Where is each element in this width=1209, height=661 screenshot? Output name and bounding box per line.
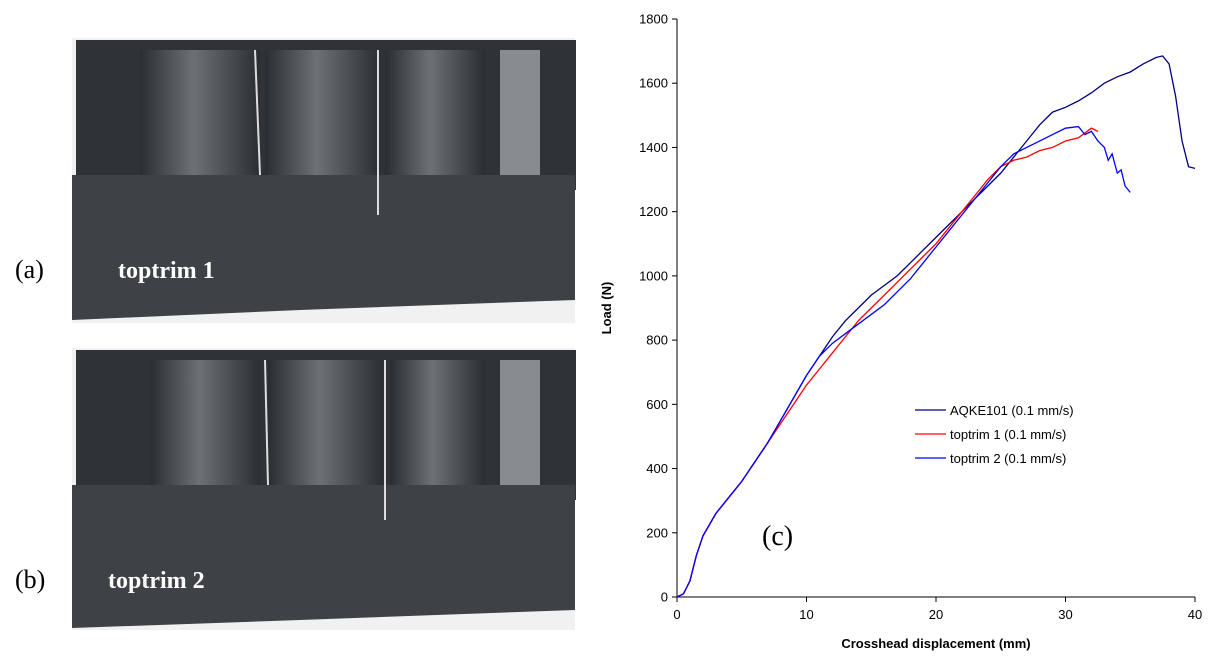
panel-label: (a) [15, 255, 44, 284]
y-tick-label: 0 [661, 590, 668, 605]
photo-a [72, 38, 576, 323]
y-axis-title: Load (N) [599, 282, 614, 335]
x-tick-label: 30 [1058, 607, 1072, 622]
y-tick-label: 1200 [639, 204, 668, 219]
panel-label: (b) [15, 565, 45, 594]
x-tick-label: 10 [799, 607, 813, 622]
legend-label: AQKE101 (0.1 mm/s) [950, 403, 1074, 418]
photo-b [72, 348, 576, 630]
panel-caption: toptrim 2 [108, 568, 205, 594]
x-tick-label: 0 [673, 607, 680, 622]
x-axis-title: Crosshead displacement (mm) [841, 636, 1030, 651]
data-line [676, 125, 1131, 598]
x-tick-label: 40 [1188, 607, 1202, 622]
legend-label: toptrim 1 (0.1 mm/s) [950, 427, 1066, 442]
y-tick-label: 1000 [639, 268, 668, 283]
y-tick-label: 600 [646, 397, 668, 412]
y-tick-label: 800 [646, 333, 668, 348]
x-tick-label: 20 [929, 607, 943, 622]
y-tick-label: 1600 [639, 76, 668, 91]
panel-label: (c) [762, 521, 793, 552]
data-line [676, 55, 1196, 598]
data-line [676, 127, 1099, 598]
legend-label: toptrim 2 (0.1 mm/s) [950, 451, 1066, 466]
y-tick-label: 1800 [639, 12, 668, 27]
panel-caption: toptrim 1 [118, 258, 215, 284]
y-tick-label: 200 [646, 525, 668, 540]
y-tick-label: 400 [646, 461, 668, 476]
y-tick-label: 1400 [639, 140, 668, 155]
